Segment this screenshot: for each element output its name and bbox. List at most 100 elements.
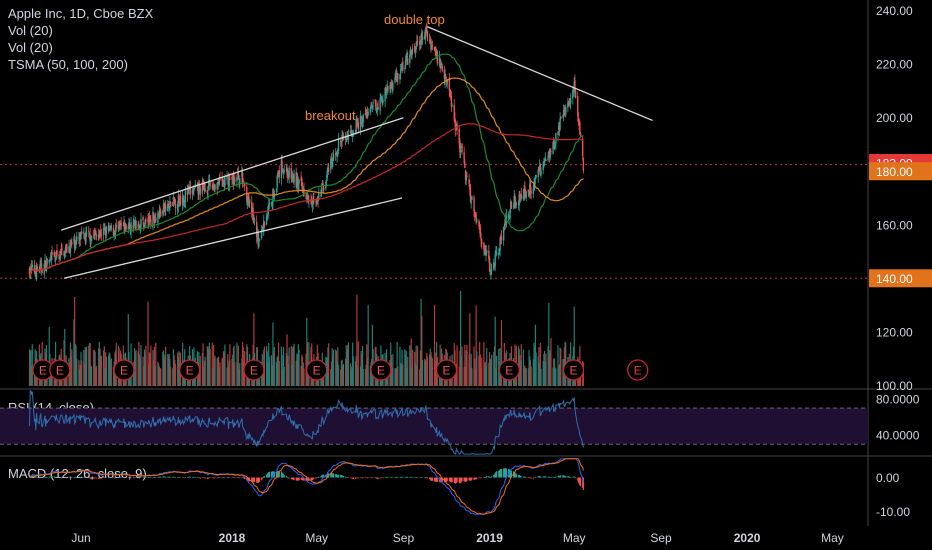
volume-bar xyxy=(155,342,157,386)
volume-bar xyxy=(301,356,304,386)
macd-histogram-bar xyxy=(105,477,107,479)
volume-bar xyxy=(148,364,150,386)
macd-histogram-bar xyxy=(103,477,105,479)
volume-bar xyxy=(64,328,66,386)
candle-body xyxy=(295,172,297,187)
macd-histogram-bar xyxy=(375,477,377,479)
volume-bar xyxy=(428,354,431,386)
macd-histogram-bar xyxy=(194,477,196,478)
candle-body xyxy=(389,85,391,90)
candle-body xyxy=(520,194,522,199)
candle-body xyxy=(478,220,480,227)
macd-histogram-bar xyxy=(182,477,184,479)
volume-bar xyxy=(154,366,156,386)
volume-bar xyxy=(224,344,226,386)
volume-bar xyxy=(112,366,115,386)
candle-body xyxy=(459,141,461,153)
macd-histogram-bar xyxy=(93,477,96,479)
macd-histogram-bar xyxy=(390,477,393,478)
candle-body xyxy=(243,185,245,187)
candle-body xyxy=(510,202,512,209)
macd-histogram-bar xyxy=(290,477,292,480)
macd-histogram-bar xyxy=(535,476,537,478)
volume-bar xyxy=(400,363,402,386)
macd-histogram-bar xyxy=(327,473,329,478)
macd-histogram-bar xyxy=(475,477,477,480)
candle-body xyxy=(40,262,42,265)
macd-histogram-bar xyxy=(424,477,426,479)
volume-bar xyxy=(330,369,332,386)
macd-histogram-bar xyxy=(214,477,216,479)
macd-histogram-bar xyxy=(159,476,161,478)
volume-bar xyxy=(469,367,472,386)
macd-histogram-bar xyxy=(426,477,428,478)
macd-histogram-bar xyxy=(268,471,270,478)
macd-histogram-bar xyxy=(98,477,100,479)
volume-bar xyxy=(548,353,551,386)
macd-histogram-bar xyxy=(58,477,60,479)
volume-bar xyxy=(469,313,471,386)
macd-histogram-bar xyxy=(237,477,239,479)
macd-histogram-bar xyxy=(280,471,282,478)
candle-body xyxy=(231,176,233,180)
volume-bar xyxy=(272,322,274,386)
candle-body xyxy=(257,231,259,245)
candle-body xyxy=(296,178,298,188)
macd-histogram-bar xyxy=(573,476,575,478)
macd-histogram-bar xyxy=(40,476,42,478)
candle-body xyxy=(322,183,324,187)
candle-body xyxy=(354,132,357,134)
macd-histogram-bar xyxy=(464,477,466,482)
candle-body xyxy=(253,219,256,221)
volume-bar xyxy=(340,369,342,386)
macd-histogram-bar xyxy=(283,475,285,478)
candle-body xyxy=(134,222,137,224)
macd-histogram-bar xyxy=(212,477,214,479)
macd-histogram-bar xyxy=(218,477,220,478)
candle-body xyxy=(400,67,403,69)
macd-histogram-bar xyxy=(479,477,481,479)
macd-histogram-bar xyxy=(491,476,493,478)
macd-histogram-bar xyxy=(568,476,570,478)
candle-body xyxy=(85,231,87,243)
macd-histogram-bar xyxy=(382,477,384,479)
macd-histogram-bar xyxy=(110,477,112,478)
candle-body xyxy=(236,173,239,175)
macd-histogram-bar xyxy=(366,477,368,479)
candle-body xyxy=(262,226,264,232)
volume-bar xyxy=(331,348,333,386)
candle-body xyxy=(394,77,396,83)
candle-body xyxy=(59,250,62,257)
macd-histogram-bar xyxy=(138,477,140,479)
candle-body xyxy=(114,232,116,235)
macd-histogram-bar xyxy=(483,477,485,479)
volume-bar xyxy=(530,366,532,386)
macd-histogram-bar xyxy=(524,476,526,478)
macd-histogram-bar xyxy=(405,476,407,478)
macd-histogram-bar xyxy=(28,477,31,479)
candle-body xyxy=(40,262,43,270)
candle-body xyxy=(107,225,110,231)
macd-histogram-bar xyxy=(330,472,333,478)
volume-bar xyxy=(98,348,100,386)
candle-body xyxy=(495,252,497,256)
macd-histogram-bar xyxy=(130,477,132,479)
macd-histogram-bar xyxy=(577,477,579,481)
volume-bar xyxy=(219,362,221,386)
macd-histogram-bar xyxy=(208,477,210,479)
breakout-annotation[interactable]: breakout xyxy=(305,108,356,123)
candle-body xyxy=(285,169,288,171)
candle-body xyxy=(420,34,422,45)
macd-histogram-bar xyxy=(184,477,187,478)
time-tick-label: Jun xyxy=(71,531,90,545)
macd-line xyxy=(29,458,584,516)
volume-bar xyxy=(74,296,76,386)
macd-histogram-bar xyxy=(241,477,244,479)
macd-histogram-bar xyxy=(567,476,569,478)
double-top-annotation[interactable]: double top xyxy=(384,12,445,27)
candle-body xyxy=(265,216,268,225)
volume-bar xyxy=(95,367,97,386)
candle-body xyxy=(465,176,467,181)
macd-histogram-bar xyxy=(534,477,536,479)
